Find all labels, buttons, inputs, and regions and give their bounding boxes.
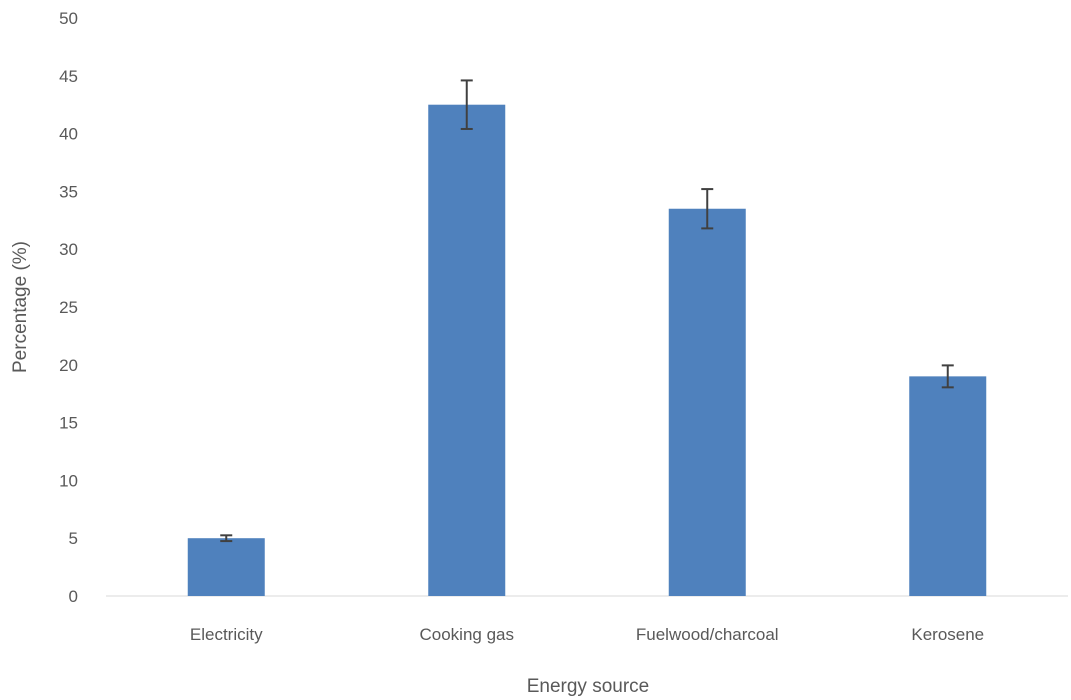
y-tick-label: 50 <box>59 9 78 28</box>
y-tick-label: 45 <box>59 67 78 86</box>
error-bar <box>220 534 233 543</box>
y-axis-title: Percentage (%) <box>10 241 31 373</box>
bars <box>187 104 987 597</box>
y-tick-label: 25 <box>59 298 78 317</box>
x-axis-title: Energy source <box>527 676 650 697</box>
y-tick-label: 0 <box>69 587 78 606</box>
x-tick-label: Cooking gas <box>419 625 514 644</box>
x-tick-label: Kerosene <box>911 625 984 644</box>
x-tick-label: Electricity <box>190 625 263 644</box>
y-tick-label: 40 <box>59 125 78 144</box>
y-tick-label: 10 <box>59 471 78 490</box>
x-axis-ticks: Electricity Cooking gas Fuelwood/charcoal K… <box>190 625 984 644</box>
error-bar <box>701 188 714 230</box>
bar <box>668 208 746 597</box>
y-axis-ticks: 0 5 10 15 20 25 30 35 40 45 50 <box>59 9 78 606</box>
error-bar <box>941 364 954 389</box>
bar <box>909 376 987 596</box>
y-tick-label: 15 <box>59 414 78 433</box>
y-tick-label: 30 <box>59 240 78 259</box>
x-tick-label: Fuelwood/charcoal <box>636 625 779 644</box>
error-bar <box>460 79 473 130</box>
bar <box>428 104 506 596</box>
y-tick-label: 35 <box>59 182 78 201</box>
bar <box>187 538 265 596</box>
y-tick-label: 5 <box>69 529 78 548</box>
error-bars <box>220 79 954 543</box>
y-tick-label: 20 <box>59 356 78 375</box>
